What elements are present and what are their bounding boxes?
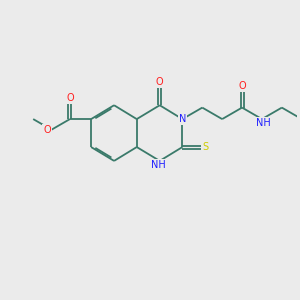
- Text: O: O: [238, 81, 246, 91]
- Text: NH: NH: [256, 118, 271, 128]
- Text: O: O: [66, 93, 74, 103]
- Text: NH: NH: [151, 160, 166, 170]
- Text: O: O: [156, 77, 164, 87]
- Text: O: O: [43, 125, 51, 135]
- Text: S: S: [202, 142, 208, 152]
- Text: N: N: [179, 114, 186, 124]
